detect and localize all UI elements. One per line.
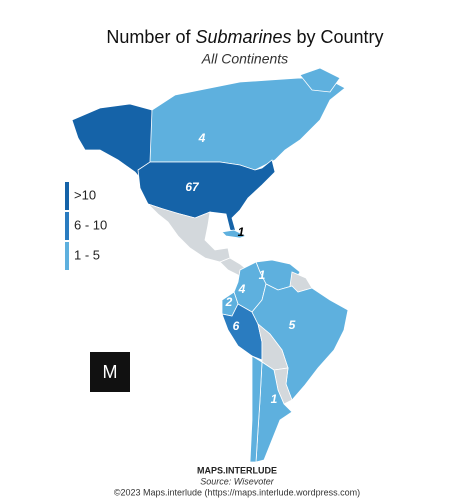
- footer-brand: MAPS.INTERLUDE: [197, 465, 277, 475]
- country-value: 5: [289, 318, 296, 332]
- legend-swatch: [65, 242, 69, 270]
- country-value: 4: [238, 282, 246, 296]
- cuba: [221, 229, 248, 239]
- subtitle: All Continents: [201, 51, 288, 67]
- greenland: [299, 67, 341, 93]
- legend-label: 1 - 5: [74, 247, 100, 262]
- regions: [71, 67, 349, 463]
- legend-swatch: [65, 212, 69, 240]
- footer-source: Source: Wisevoter: [200, 476, 274, 486]
- country-value: 6: [233, 319, 240, 333]
- country-value: 1: [238, 225, 245, 239]
- canada: [149, 77, 346, 171]
- country-value: 4: [198, 131, 206, 145]
- logo-box: [90, 352, 130, 392]
- legend-label: >10: [74, 187, 96, 202]
- legend-swatch: [65, 182, 69, 210]
- legend-label: 6 - 10: [74, 217, 107, 232]
- country-value: 67: [185, 180, 200, 194]
- country-value: 1: [259, 268, 266, 282]
- chile: [249, 355, 263, 463]
- country-value: 2: [225, 295, 233, 309]
- footer-copyright: ©2023 Maps.interlude (https://maps.inter…: [114, 487, 360, 497]
- legend: >10 6 - 10 1 - 5: [65, 182, 107, 270]
- logo: M: [103, 362, 118, 382]
- country-value: 1: [271, 392, 278, 406]
- mexico: [147, 203, 231, 263]
- title: Number of Submarines by Country: [106, 27, 383, 47]
